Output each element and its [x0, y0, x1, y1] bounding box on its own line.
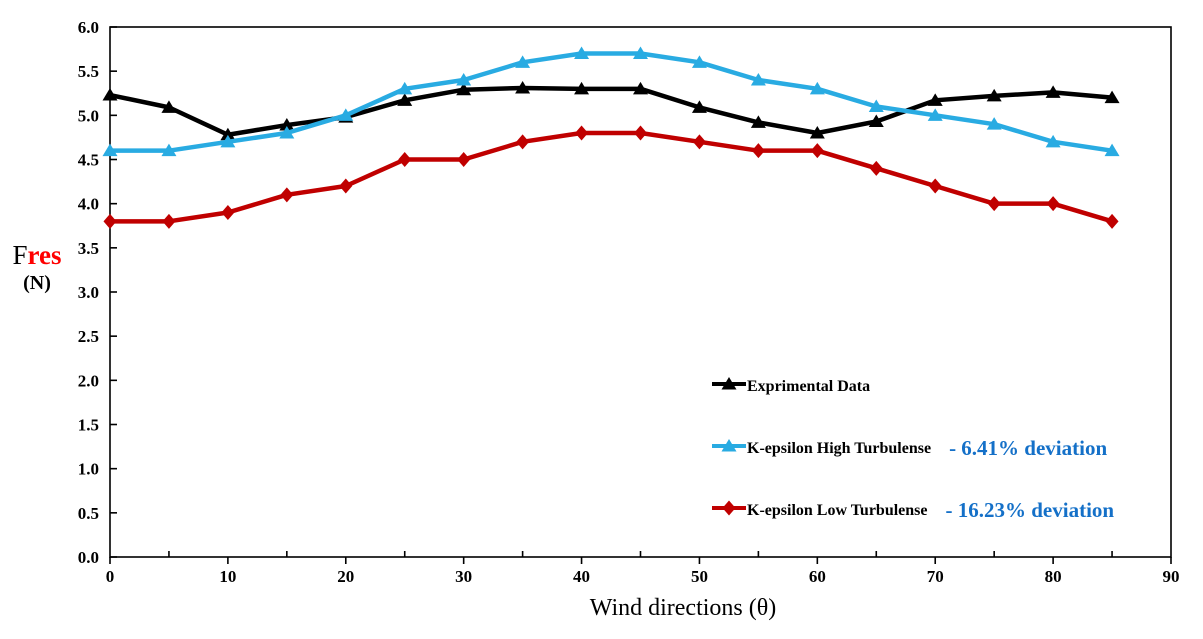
svg-text:5.5: 5.5 — [78, 62, 99, 81]
x-axis-title: Wind directions (θ) — [589, 595, 777, 621]
svg-text:3.5: 3.5 — [78, 239, 99, 258]
svg-text:20: 20 — [337, 567, 354, 586]
svg-text:3.0: 3.0 — [78, 283, 99, 302]
y-axis-title-text: Fres — [5, 241, 69, 269]
svg-text:30: 30 — [455, 567, 472, 586]
svg-text:1.0: 1.0 — [78, 460, 99, 479]
svg-text:5.0: 5.0 — [78, 106, 99, 125]
svg-text:10: 10 — [219, 567, 236, 586]
svg-text:6.0: 6.0 — [78, 18, 99, 37]
svg-text:4.5: 4.5 — [78, 151, 99, 170]
svg-text:60: 60 — [809, 567, 826, 586]
svg-text:0.5: 0.5 — [78, 504, 99, 523]
svg-text:40: 40 — [573, 567, 590, 586]
svg-text:90: 90 — [1163, 567, 1180, 586]
svg-text:4.0: 4.0 — [78, 195, 99, 214]
y-label-res: res — [27, 240, 62, 270]
svg-text:1.5: 1.5 — [78, 416, 99, 435]
svg-text:0: 0 — [106, 567, 115, 586]
svg-text:2.5: 2.5 — [78, 327, 99, 346]
y-label-f: F — [12, 240, 28, 270]
svg-text:0.0: 0.0 — [78, 548, 99, 567]
svg-text:80: 80 — [1045, 567, 1062, 586]
svg-text:50: 50 — [691, 567, 708, 586]
y-axis-unit: (N) — [23, 272, 51, 294]
svg-text:70: 70 — [927, 567, 944, 586]
y-axis-title: Fres (N) — [5, 241, 69, 295]
svg-text:2.0: 2.0 — [78, 371, 99, 390]
